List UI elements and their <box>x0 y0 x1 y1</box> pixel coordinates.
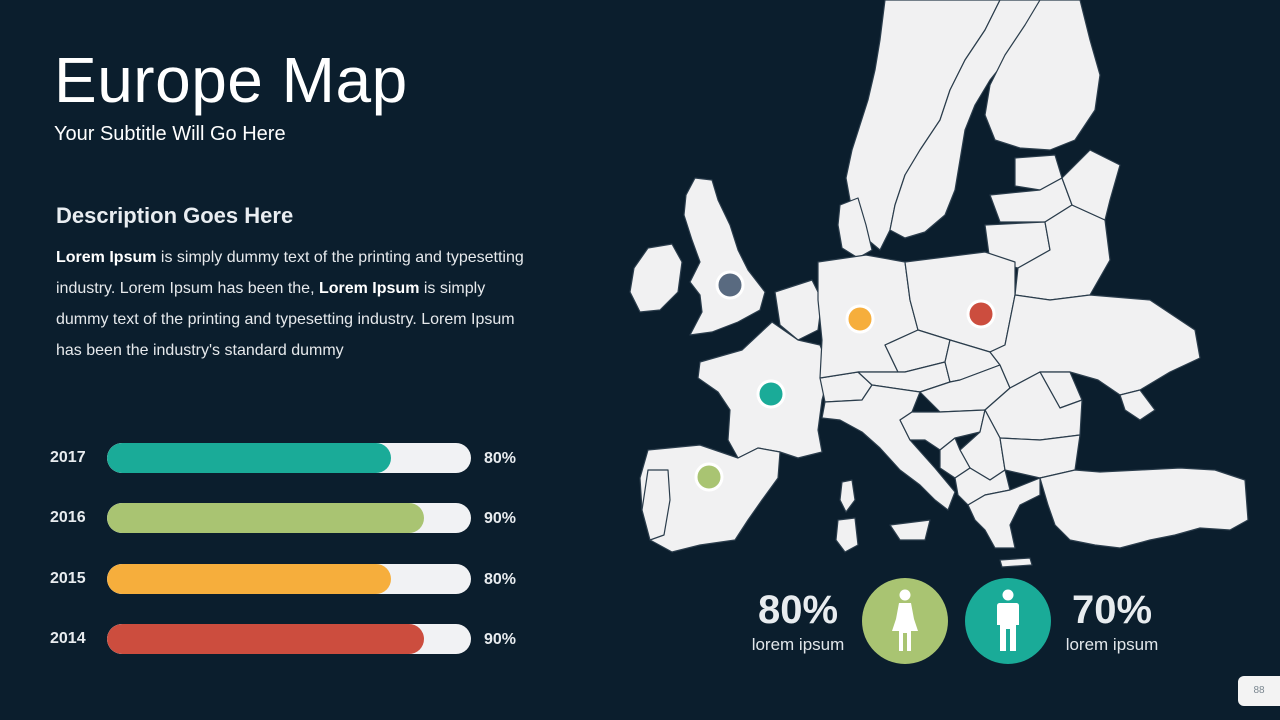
spain-marker <box>694 462 724 492</box>
bar-track <box>107 443 471 473</box>
description-body: Lorem Ipsum is simply dummy text of the … <box>56 242 526 366</box>
bar-fill <box>107 503 424 533</box>
corsica-shape <box>839 479 856 513</box>
female-stat-label: lorem ipsum <box>751 635 845 654</box>
bar-percent: 80% <box>484 450 517 467</box>
turkey-shape <box>1039 467 1249 549</box>
bar-fill <box>107 564 391 594</box>
uk-shape <box>683 177 766 336</box>
page-subtitle: Your Subtitle Will Go Here <box>54 123 286 145</box>
germany-marker <box>845 304 875 334</box>
uk-marker <box>715 270 745 300</box>
female-stat-value: 80% <box>757 588 839 632</box>
female-circle <box>862 578 948 664</box>
bar-fill <box>107 624 424 654</box>
male-stat-value: 70% <box>1071 588 1153 632</box>
page-title: Europe Map <box>54 44 408 116</box>
male-circle <box>965 578 1051 664</box>
denmark-shape <box>837 197 873 259</box>
bar-row-2017: 2017 80% <box>40 442 540 473</box>
bar-track <box>107 503 471 533</box>
male-stat-label: lorem ipsum <box>1065 635 1159 654</box>
crimea-shape <box>1119 389 1156 421</box>
description-text-2: is simply dummy text of the printing and… <box>56 280 515 359</box>
russia-shape <box>1061 149 1121 221</box>
bar-percent: 80% <box>484 571 517 588</box>
bar-fill <box>107 443 391 473</box>
france-marker <box>756 379 786 409</box>
bar-year: 2014 <box>50 630 86 647</box>
map-land <box>629 0 1249 568</box>
bar-percent: 90% <box>484 631 517 648</box>
ukraine-shape <box>989 294 1201 396</box>
description-bold-1: Lorem Ipsum <box>56 249 157 266</box>
sicily-shape <box>889 519 931 541</box>
italy-shape <box>821 384 956 511</box>
bar-year: 2017 <box>50 449 86 466</box>
benelux-shape <box>774 279 823 341</box>
bar-track <box>107 564 471 594</box>
female-icon <box>892 589 918 651</box>
finland-shape <box>984 0 1101 151</box>
portugal-shape <box>641 469 671 541</box>
description-bold-2: Lorem Ipsum <box>318 280 420 297</box>
bar-year: 2015 <box>50 570 86 587</box>
bar-row-2015: 2015 80% <box>40 563 540 594</box>
ireland-shape <box>629 243 683 313</box>
bar-row-2016: 2016 90% <box>40 502 540 533</box>
europe-map <box>629 0 1249 568</box>
bar-row-2014: 2014 90% <box>40 623 540 654</box>
bar-percent: 90% <box>484 510 517 527</box>
bar-track <box>107 624 471 654</box>
sardinia-shape <box>835 517 859 553</box>
bar-year: 2016 <box>50 509 86 526</box>
page-number: 88 <box>1238 676 1280 706</box>
male-icon <box>997 589 1019 651</box>
poland-marker <box>966 299 996 329</box>
crete-shape <box>999 557 1033 568</box>
description-heading: Description Goes Here <box>56 203 294 228</box>
map-markers <box>694 270 996 492</box>
greece-shape <box>967 477 1041 549</box>
description-text-1: is simply dummy text of the printing and… <box>56 249 524 297</box>
